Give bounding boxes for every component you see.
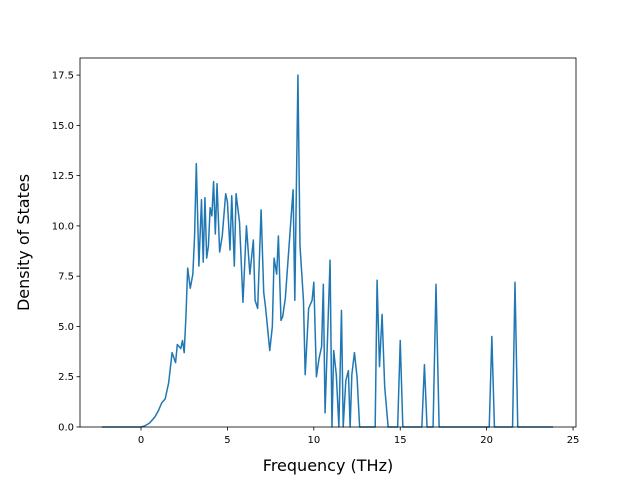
axes-frame [79, 57, 577, 428]
x-tick-label: 20 [480, 435, 493, 446]
x-tick-label: 10 [307, 435, 320, 446]
y-axis-label: Density of States [14, 174, 33, 311]
y-tick-label: 5.0 [58, 322, 74, 333]
x-tick-label: 25 [567, 435, 580, 446]
y-tick-label: 0.0 [58, 423, 74, 434]
x-tick-label: 5 [224, 435, 230, 446]
y-tick-label: 2.5 [58, 372, 74, 383]
y-tick-label: 12.5 [52, 171, 74, 182]
y-tick-label: 17.5 [52, 71, 74, 82]
y-tick-label: 15.0 [52, 121, 74, 132]
y-tick-label: 7.5 [58, 272, 74, 283]
data-line [101, 74, 554, 428]
x-axis-label: Frequency (THz) [263, 456, 393, 475]
y-tick-label: 10.0 [52, 221, 74, 232]
x-tick-label: 15 [394, 435, 407, 446]
x-tick-label: 0 [138, 435, 144, 446]
